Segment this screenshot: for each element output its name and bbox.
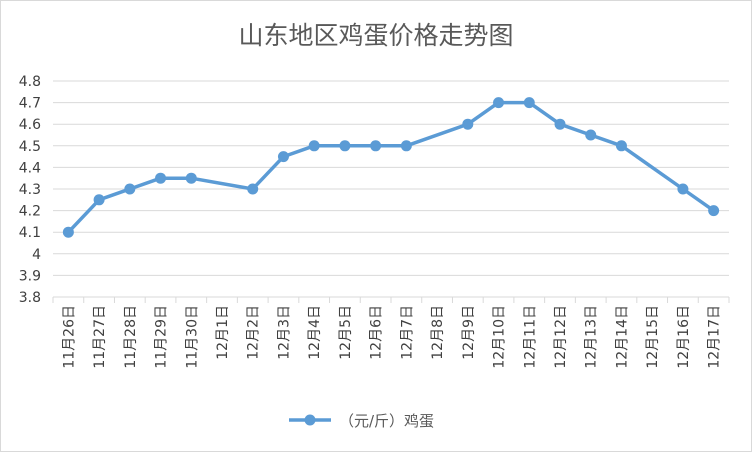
- x-tick-label: 12月11日: [522, 305, 538, 369]
- x-tick-label: 12月13日: [584, 305, 600, 369]
- gridlines: [53, 80, 729, 298]
- x-tick-label: 11月27日: [92, 305, 108, 369]
- y-tick-label: 4.6: [19, 117, 41, 133]
- y-tick-label: 4.8: [19, 74, 41, 90]
- series-layer: [62, 97, 720, 238]
- data-point: [185, 172, 197, 184]
- y-tick-label: 4: [32, 247, 41, 263]
- legend: （元/斤）鸡蛋: [289, 412, 434, 430]
- data-point: [370, 140, 382, 152]
- x-tick-label: 12月2日: [246, 305, 262, 360]
- data-point: [124, 183, 136, 195]
- data-point: [708, 205, 720, 217]
- x-axis: 11月26日 11月27日 11月28日 11月29日 11月30日 12月1日 12月2日…: [52, 297, 730, 369]
- y-tick-label: 4.7: [19, 96, 41, 112]
- data-point: [615, 140, 627, 152]
- data-point: [523, 97, 535, 109]
- x-tick-label: 12月5日: [338, 305, 354, 360]
- x-tick-label: 11月30日: [184, 305, 200, 369]
- x-tick-label: 12月7日: [399, 305, 415, 360]
- data-point: [339, 140, 351, 152]
- x-tick-label: 12月8日: [430, 305, 446, 360]
- chart-title: 山东地区鸡蛋价格走势图: [238, 21, 513, 50]
- data-point: [247, 183, 259, 195]
- x-tick-label: 12月9日: [461, 305, 477, 360]
- y-tick-label: 4.4: [19, 160, 41, 176]
- y-tick-label: 4.2: [19, 204, 41, 220]
- y-tick-label: 4.1: [19, 225, 41, 241]
- x-tick-label: 12月10日: [492, 305, 508, 369]
- data-point: [400, 140, 412, 152]
- y-axis: 3.8 3.9 4 4.1 4.2 4.3 4.4 4.5 4.6 4.7 4.8: [19, 74, 41, 306]
- x-tick-label: 12月3日: [276, 305, 292, 360]
- y-tick-label: 3.9: [19, 268, 41, 284]
- data-point: [493, 97, 505, 109]
- legend-label: （元/斤）鸡蛋: [339, 412, 434, 430]
- legend-marker-swatch: [304, 414, 316, 426]
- x-tick-label: 12月15日: [645, 305, 661, 369]
- x-tick-label: 12月6日: [369, 305, 385, 360]
- data-point: [155, 172, 167, 184]
- x-tick-label: 12月16日: [676, 305, 692, 369]
- x-tick-label: 11月26日: [61, 305, 77, 369]
- x-tick-label: 12月1日: [215, 305, 231, 360]
- x-tick-label: 12月12日: [553, 305, 569, 369]
- data-point: [308, 140, 320, 152]
- y-tick-label: 4.5: [19, 139, 41, 155]
- data-point: [677, 183, 689, 195]
- x-tick-label: 12月4日: [307, 305, 323, 360]
- x-tick-label: 11月29日: [154, 305, 170, 369]
- x-tick-label: 12月14日: [614, 305, 630, 369]
- data-point: [62, 226, 74, 238]
- data-point: [277, 151, 289, 163]
- y-tick-label: 4.3: [19, 182, 41, 198]
- x-tick-label: 11月28日: [123, 305, 139, 369]
- data-point: [554, 118, 566, 130]
- x-tick-label: 12月17日: [707, 305, 723, 369]
- data-point: [462, 118, 474, 130]
- data-point: [585, 129, 597, 141]
- data-point: [93, 194, 105, 206]
- y-tick-label: 3.8: [19, 290, 41, 306]
